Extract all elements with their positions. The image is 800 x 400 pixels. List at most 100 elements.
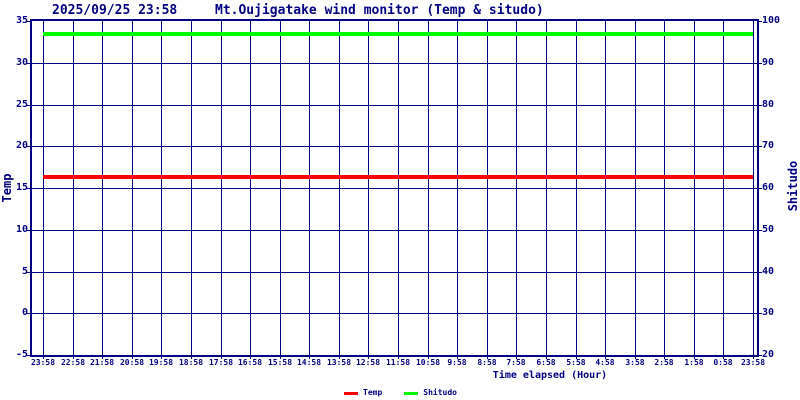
right-y-tick-label: 40: [762, 266, 775, 277]
x-tick-label: 10:58: [415, 358, 441, 367]
legend-label-temp: Temp: [363, 388, 383, 397]
x-tick-label: 12:58: [355, 358, 381, 367]
right-y-tick-label: 20: [762, 349, 775, 360]
left-y-tick-label: -5: [15, 349, 28, 360]
x-tick-label: 2:58: [654, 358, 674, 367]
x-tick-label: 3:58: [625, 358, 645, 367]
y-tick-mark-left: [27, 313, 32, 314]
x-tick-label: 19:58: [148, 358, 174, 367]
page-title: Mt.Oujigatake wind monitor (Temp & situd…: [215, 3, 544, 18]
y-tick-mark-right: [757, 146, 762, 147]
x-axis-title: Time elapsed (Hour): [492, 370, 608, 381]
x-tick-mark: [398, 355, 399, 359]
y-tick-mark-right: [757, 355, 762, 356]
left-y-tick-label: 0: [21, 307, 28, 318]
x-tick-label: 6:58: [536, 358, 556, 367]
y-tick-mark-left: [27, 105, 32, 106]
right-y-tick-label: 50: [762, 224, 775, 235]
x-tick-label: 13:58: [326, 358, 352, 367]
x-tick-mark: [635, 355, 636, 359]
left-y-tick-label: 10: [15, 224, 28, 235]
shitudo-line-swatch: [404, 391, 419, 395]
temp-line: [43, 175, 753, 179]
x-tick-mark: [368, 355, 369, 359]
x-tick-label: 5:58: [566, 358, 586, 367]
x-tick-mark: [280, 355, 281, 359]
left-y-tick-label: 30: [15, 57, 28, 68]
y-tick-mark-right: [757, 188, 762, 189]
y-tick-mark-left: [27, 188, 32, 189]
legend-item-shitudo: Shitudo: [404, 388, 457, 398]
x-tick-mark: [43, 355, 44, 359]
x-tick-mark: [102, 355, 103, 359]
x-tick-label: 22:58: [60, 358, 86, 367]
x-tick-label: 21:58: [89, 358, 115, 367]
gridline-horizontal: [32, 63, 757, 64]
left-y-tick-label: 15: [15, 182, 28, 193]
y-tick-mark-left: [27, 146, 32, 147]
x-tick-label: 9:58: [447, 358, 467, 367]
x-tick-label: 14:58: [296, 358, 322, 367]
left-y-tick-label: 25: [15, 99, 28, 110]
right-y-tick-label: 30: [762, 307, 775, 318]
shitudo-line: [43, 32, 753, 36]
title-datetime: 2025/09/25 23:58: [52, 3, 178, 18]
legend-item-temp: Temp: [344, 388, 382, 398]
y-tick-mark-right: [757, 272, 762, 273]
y-tick-mark-left: [27, 230, 32, 231]
right-y-tick-label: 100: [762, 15, 781, 26]
legend: Temp Shitudo: [344, 388, 479, 398]
x-tick-label: 4:58: [595, 358, 615, 367]
x-tick-label: 7:58: [506, 358, 526, 367]
y-tick-mark-right: [757, 105, 762, 106]
y-tick-mark-right: [757, 21, 762, 22]
x-tick-label: 11:58: [385, 358, 411, 367]
x-tick-mark: [428, 355, 429, 359]
plot-border: [30, 19, 759, 357]
x-tick-label: 0:58: [713, 358, 733, 367]
x-tick-mark: [339, 355, 340, 359]
y-tick-mark-left: [27, 355, 32, 356]
gridline-horizontal: [32, 105, 757, 106]
gridline-horizontal: [32, 272, 757, 273]
gridline-horizontal: [32, 188, 757, 189]
x-tick-mark: [132, 355, 133, 359]
right-y-tick-label: 80: [762, 99, 775, 110]
x-tick-mark: [250, 355, 251, 359]
x-tick-mark: [664, 355, 665, 359]
x-tick-mark: [191, 355, 192, 359]
x-tick-mark: [723, 355, 724, 359]
x-tick-label: 18:58: [178, 358, 204, 367]
y-tick-mark-left: [27, 21, 32, 22]
x-tick-label: 17:58: [208, 358, 234, 367]
gridline-horizontal: [32, 313, 757, 314]
x-tick-mark: [546, 355, 547, 359]
y-tick-mark-right: [757, 63, 762, 64]
temp-line-swatch: [344, 391, 358, 395]
x-tick-mark: [516, 355, 517, 359]
left-y-tick-label: 35: [15, 15, 28, 26]
y-tick-mark-right: [757, 230, 762, 231]
x-tick-mark: [694, 355, 695, 359]
x-tick-mark: [457, 355, 458, 359]
legend-label-shitudo: Shitudo: [423, 388, 457, 397]
x-tick-mark: [221, 355, 222, 359]
x-tick-label: 1:58: [684, 358, 704, 367]
right-y-tick-label: 70: [762, 140, 775, 151]
x-tick-label: 20:58: [119, 358, 145, 367]
x-tick-label: 8:58: [477, 358, 497, 367]
x-tick-mark: [753, 355, 754, 359]
x-tick-label: 15:58: [267, 358, 293, 367]
right-y-tick-label: 90: [762, 57, 775, 68]
x-tick-mark: [73, 355, 74, 359]
gridline-horizontal: [32, 146, 757, 147]
x-tick-label: 16:58: [237, 358, 263, 367]
y-tick-mark-left: [27, 63, 32, 64]
x-tick-mark: [309, 355, 310, 359]
x-tick-label: 23:58: [740, 358, 766, 367]
right-y-tick-label: 60: [762, 182, 775, 193]
y-tick-mark-left: [27, 272, 32, 273]
left-y-tick-label: 5: [21, 266, 28, 277]
